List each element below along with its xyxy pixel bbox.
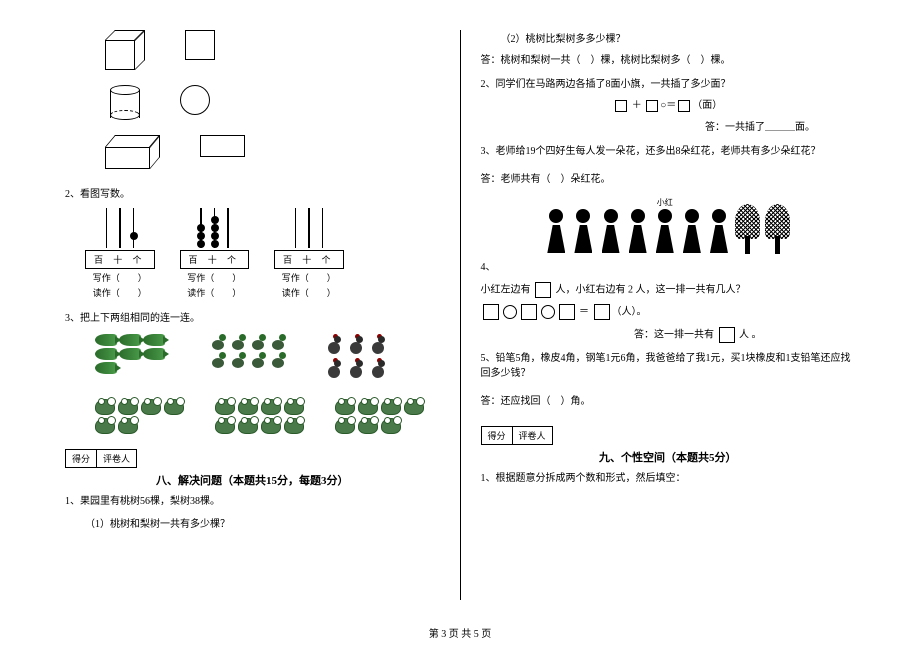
animals-row <box>95 334 440 384</box>
equation-8-2: ＋ ○＝（面） <box>481 98 856 114</box>
answer-8-1: 答：桃树和梨树一共（ ）棵，桃树比梨树多（ ）棵。 <box>481 53 856 69</box>
frog-group-3 <box>335 399 425 434</box>
tree-icon <box>765 204 790 254</box>
right-column: （2）桃树比梨树多多少棵？ 答：桃树和梨树一共（ ）棵，桃树比梨树多（ ）棵。 … <box>466 30 871 600</box>
question-2: 2、看图写数。 <box>65 185 440 200</box>
fish-group <box>95 334 180 384</box>
rooster-group <box>325 334 410 384</box>
answer-8-5: 答：还应找回（ ）角。 <box>481 394 856 410</box>
answer-8-2: 答：一共插了＿＿＿面。 <box>481 120 816 136</box>
answer-8-3: 答：老师共有（ ）朵红花。 <box>481 172 856 188</box>
rect-2d <box>200 135 245 157</box>
abacus-2: 百 十 个 写作（ ） 读作（ ） <box>180 208 250 299</box>
question-8-1: 1、果园里有桃树56棵，梨树38棵。 <box>65 492 440 507</box>
abacus-3: 百 十 个 写作（ ） 读作（ ） <box>274 208 344 299</box>
cube-3d <box>105 30 145 70</box>
question-8-5: 5、铅笔5角，橡皮4角，钢笔1元6角，我爸爸给了我1元，买1块橡皮和1支铅笔还应… <box>481 349 856 379</box>
question-9-1: 1、根据题意分拆成两个数和形式，然后填空： <box>481 469 856 484</box>
cylinder-3d <box>110 85 140 120</box>
score-box-2: 得分评卷人 <box>481 426 553 445</box>
duck-group <box>210 334 295 384</box>
kids-illustration: 小红 <box>543 194 793 254</box>
column-divider <box>460 30 461 600</box>
section-8-title: 八、解决问题（本题共15分，每题3分） <box>65 472 440 488</box>
shapes-row-1 <box>105 30 440 70</box>
square-2d <box>185 30 215 60</box>
page-footer: 第 3 页 共 5 页 <box>0 625 920 640</box>
tree-icon <box>735 204 760 254</box>
left-column: 2、看图写数。 百 十 个 写作（ ） 读作（ ） 百 十 个 写作（ ） 读作… <box>50 30 455 600</box>
equation-8-4: ＝ （人）。 <box>481 304 856 320</box>
abacus-1: 百 十 个 写作（ ） 读作（ ） <box>85 208 155 299</box>
section-9-title: 九、个性空间（本题共5分） <box>481 449 856 465</box>
question-8-1-1: （1）桃树和梨树一共有多少棵？ <box>85 515 440 530</box>
question-8-4-text: 小红左边有 人，小红右边有 2 人，这一排一共有几人？ <box>481 282 856 298</box>
question-8-3: 3、老师给19个四好生每人发一朵花，还多出8朵红花，老师共有多少朵红花？ <box>481 142 856 157</box>
frog-group-1 <box>95 399 185 434</box>
answer-8-4: 答：这一排一共有 人 。 <box>541 327 856 343</box>
question-8-2: 2、同学们在马路两边各插了8面小旗，一共插了多少面？ <box>481 75 856 90</box>
question-3: 3、把上下两组相同的连一连。 <box>65 309 440 324</box>
circle-2d <box>180 85 210 115</box>
shapes-row-2 <box>105 85 440 120</box>
frogs-row <box>95 399 440 434</box>
shapes-row-3 <box>105 135 440 170</box>
abacus-group: 百 十 个 写作（ ） 读作（ ） 百 十 个 写作（ ） 读作（ ） 百 十 … <box>85 208 440 299</box>
question-8-4: 4、 <box>481 260 856 276</box>
score-box: 得分评卷人 <box>65 449 137 468</box>
frog-group-2 <box>215 399 305 434</box>
question-8-1-2: （2）桃树比梨树多多少棵？ <box>501 30 856 45</box>
cuboid-3d <box>105 135 160 170</box>
